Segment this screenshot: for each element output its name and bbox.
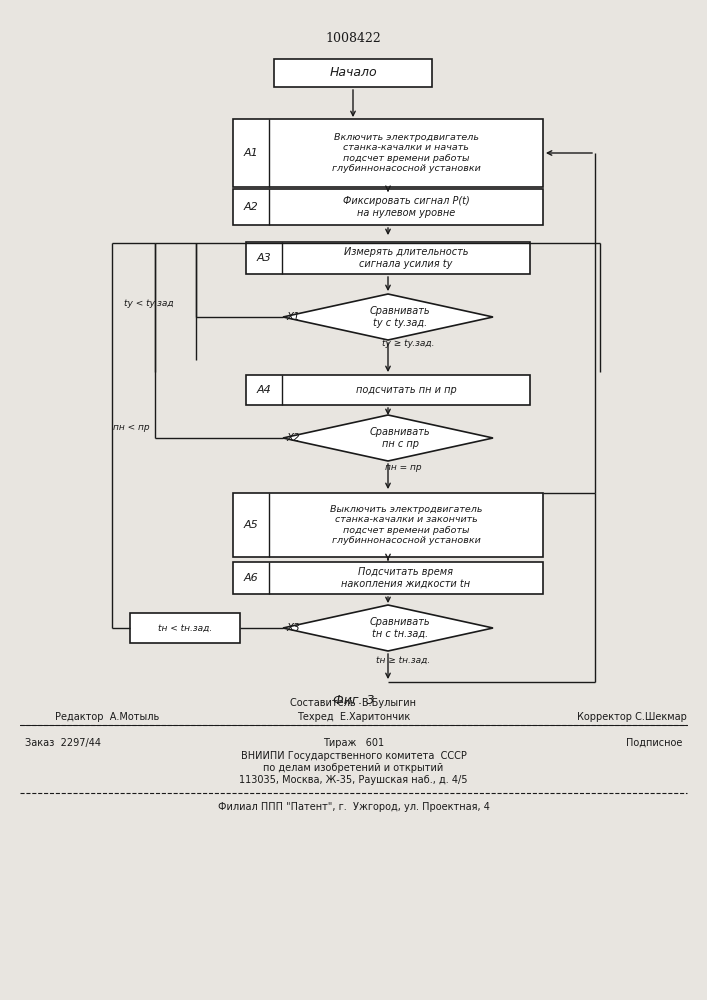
Text: подсчитать пн и пр: подсчитать пн и пр: [356, 385, 457, 395]
Text: ВНИИПИ Государственного комитета  СССР: ВНИИПИ Государственного комитета СССР: [240, 751, 467, 761]
Text: Сравнивать
tн с tн.зад.: Сравнивать tн с tн.зад.: [370, 617, 431, 639]
Text: ty < ty.зад: ty < ty.зад: [124, 300, 174, 308]
Text: Фиксировать сигнал P(t)
на нулевом уровне: Фиксировать сигнал P(t) на нулевом уровн…: [343, 196, 469, 218]
Text: Техред  Е.Харитончик: Техред Е.Харитончик: [297, 712, 410, 722]
Text: Начало: Начало: [329, 66, 377, 80]
FancyBboxPatch shape: [246, 375, 530, 405]
Text: 113035, Москва, Ж-35, Раушская наб., д. 4/5: 113035, Москва, Ж-35, Раушская наб., д. …: [239, 775, 468, 785]
Text: пн < пр: пн < пр: [113, 422, 150, 432]
Text: A1: A1: [244, 148, 258, 158]
Text: tн ≥ tн.зад.: tн ≥ tн.зад.: [376, 656, 430, 664]
Text: tн < tн.зад.: tн < tн.зад.: [158, 624, 212, 633]
Text: X3: X3: [286, 623, 300, 633]
Text: Заказ  2297/44: Заказ 2297/44: [25, 738, 101, 748]
Text: X2: X2: [286, 433, 300, 443]
Text: A2: A2: [244, 202, 258, 212]
Text: Измерять длительность
сигнала усилия ty: Измерять длительность сигнала усилия ty: [344, 247, 468, 269]
Text: Тираж   601: Тираж 601: [323, 738, 384, 748]
Text: A4: A4: [257, 385, 271, 395]
FancyBboxPatch shape: [130, 613, 240, 643]
FancyBboxPatch shape: [274, 59, 432, 87]
FancyBboxPatch shape: [233, 493, 543, 557]
Text: Выключить электродвигатель
станка-качалки и закончить
подсчет времени работы
глу: Выключить электродвигатель станка-качалк…: [329, 505, 482, 545]
Text: Подписное: Подписное: [626, 738, 682, 748]
Polygon shape: [283, 294, 493, 340]
FancyBboxPatch shape: [233, 189, 543, 225]
Text: A6: A6: [244, 573, 258, 583]
Text: Подсчитать время
накопления жидкости tн: Подсчитать время накопления жидкости tн: [341, 567, 471, 589]
Text: Составитель  В.Булыгин: Составитель В.Булыгин: [291, 698, 416, 708]
Text: по делам изобретений и открытий: по делам изобретений и открытий: [264, 763, 443, 773]
Text: Сравнивать
ty с ty.зад.: Сравнивать ty с ty.зад.: [370, 306, 431, 328]
Text: 1008422: 1008422: [326, 31, 381, 44]
FancyBboxPatch shape: [246, 242, 530, 274]
FancyBboxPatch shape: [233, 562, 543, 594]
Text: пн = пр: пн = пр: [385, 462, 421, 472]
Text: X1: X1: [286, 312, 300, 322]
Polygon shape: [283, 415, 493, 461]
Text: A5: A5: [244, 520, 258, 530]
Text: Сравнивать
пн с пр: Сравнивать пн с пр: [370, 427, 431, 449]
Text: Включить электродвигатель
станка-качалки и начать
подсчет времени работы
глубинн: Включить электродвигатель станка-качалки…: [332, 133, 480, 173]
Text: Корректор С.Шекмар: Корректор С.Шекмар: [577, 712, 687, 722]
Text: ty ≥ ty.зад.: ty ≥ ty.зад.: [382, 340, 434, 349]
Text: A3: A3: [257, 253, 271, 263]
Text: Фиг. 3: Фиг. 3: [333, 694, 374, 706]
Text: Филиал ППП "Патент", г.  Ужгород, ул. Проектная, 4: Филиал ППП "Патент", г. Ужгород, ул. Про…: [218, 802, 489, 812]
FancyBboxPatch shape: [233, 119, 543, 187]
Text: Редактор  А.Мотыль: Редактор А.Мотыль: [55, 712, 159, 722]
Polygon shape: [283, 605, 493, 651]
